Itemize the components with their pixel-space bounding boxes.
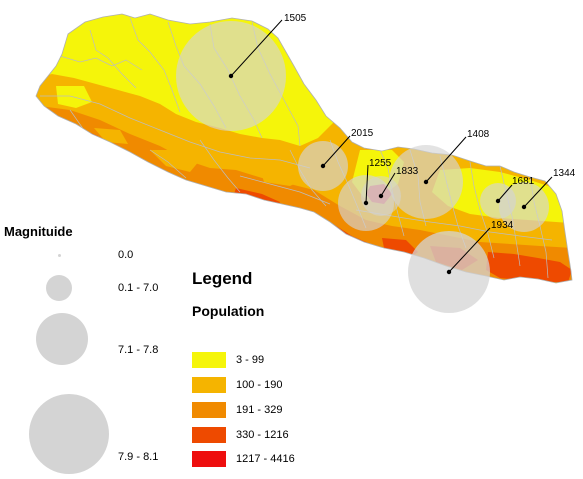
magnitude-label: 0.1 - 7.0	[118, 282, 159, 294]
legend-label: 1217 - 4416	[236, 453, 295, 465]
annotation-label: 1681	[512, 176, 535, 187]
legend-label: 330 - 1216	[236, 429, 289, 441]
legend-swatch	[192, 377, 226, 393]
legend-title: Legend	[192, 269, 253, 288]
magnitude-label: 7.1 - 7.8	[118, 344, 159, 356]
magnitude-legend-title: Magnituide	[4, 224, 73, 239]
country-area	[35, 13, 573, 284]
legend-swatch	[192, 427, 226, 443]
magnitude-label: 0.0	[118, 249, 134, 261]
annotation-label: 1255	[369, 158, 392, 169]
annotation-label: 1934	[491, 220, 514, 231]
legend-label: 3 - 99	[236, 354, 265, 366]
legend-label: 100 - 190	[236, 379, 283, 391]
magnitude-label: 7.9 - 8.1	[118, 451, 159, 463]
annotation-label: 1505	[284, 13, 307, 24]
legend-subtitle: Population	[192, 303, 265, 319]
leader-lines	[230, 19, 553, 273]
epicenter-dots	[228, 73, 527, 275]
annotation-label: 1833	[396, 166, 419, 177]
annotation-label: 1344	[553, 168, 576, 179]
magnitude-symbol	[36, 313, 88, 365]
legend-swatch	[192, 451, 226, 467]
magnitude-symbol	[29, 394, 109, 474]
legend-label: 191 - 329	[236, 404, 283, 416]
magnitude-symbol	[46, 275, 72, 301]
annotation-label: 2015	[351, 128, 374, 139]
legend-swatch	[192, 402, 226, 418]
annotation-label: 1408	[467, 129, 490, 140]
magnitude-symbol	[58, 254, 61, 257]
legend-swatch	[192, 352, 226, 368]
